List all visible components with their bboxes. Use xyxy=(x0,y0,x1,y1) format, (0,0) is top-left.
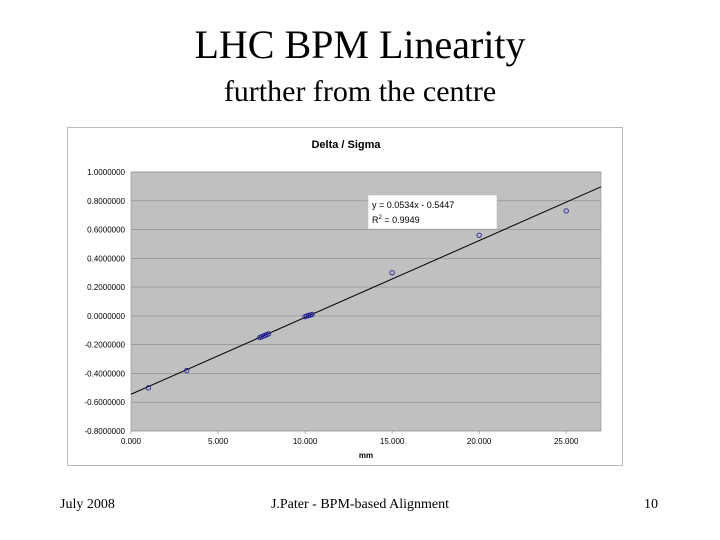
y-tick-label: 0.6000000 xyxy=(87,226,125,235)
x-axis-ticks: 0.000 5.000 10.000 15.000 20.000 25.000 xyxy=(121,431,579,446)
x-tick-label: 20.000 xyxy=(467,437,492,446)
data-point xyxy=(309,311,315,318)
equation-box xyxy=(367,194,498,230)
slide-number: 10 xyxy=(644,497,658,512)
y-axis-ticks: 1.0000000 0.8000000 0.6000000 0.4000000 0.20… xyxy=(85,168,126,436)
y-tick-label: -0.6000000 xyxy=(85,398,126,407)
y-tick-label: -0.4000000 xyxy=(85,369,126,378)
r2-exponent: 2 xyxy=(379,215,383,221)
r2-base: R xyxy=(372,215,379,225)
x-tick-label: 10.000 xyxy=(293,437,318,446)
data-point xyxy=(476,232,482,238)
y-tick-label: 0.0000000 xyxy=(87,312,125,321)
data-points xyxy=(145,208,569,391)
y-tick-label: 1.0000000 xyxy=(87,168,125,177)
y-tick-label: 0.2000000 xyxy=(87,283,125,292)
x-tick-label: 25.000 xyxy=(554,437,579,446)
trendline-equation: y = 0.0534x - 0.5447 xyxy=(372,200,454,210)
chart-title: Delta / Sigma xyxy=(311,139,381,151)
trendline xyxy=(130,186,602,395)
trendline-label: y = 0.0534x - 0.5447 R2 = 0.9949 xyxy=(367,194,498,230)
footer-date: July 2008 xyxy=(60,497,115,512)
y-tick-label: 0.4000000 xyxy=(87,254,125,263)
data-point xyxy=(265,331,272,337)
plot-area xyxy=(130,171,602,432)
gridlines xyxy=(131,171,601,432)
x-axis-label: mm xyxy=(359,451,373,460)
data-point xyxy=(184,367,190,374)
data-point xyxy=(563,208,569,214)
r2-value: = 0.9949 xyxy=(382,215,420,225)
data-point xyxy=(389,270,395,276)
x-tick-label: 0.000 xyxy=(121,437,142,446)
y-tick-label: -0.2000000 xyxy=(85,341,126,350)
slide-subtitle: further from the centre xyxy=(223,75,497,108)
footer-author: J.Pater - BPM-based Alignment xyxy=(270,497,450,512)
y-tick-label: -0.8000000 xyxy=(85,427,126,436)
slide-title: LHC BPM Linearity xyxy=(194,22,526,67)
x-tick-label: 15.000 xyxy=(380,437,405,446)
chart-frame: Delta / Sigma 1.0000000 0.8000000 0.600000… xyxy=(67,127,623,466)
data-point xyxy=(145,385,152,391)
trendline-r2: R2 = 0.9949 xyxy=(372,215,420,225)
x-tick-label: 5.000 xyxy=(208,437,229,446)
y-tick-label: 0.8000000 xyxy=(87,197,125,206)
scatter-chart: Delta / Sigma 1.0000000 0.8000000 0.600000… xyxy=(85,139,602,460)
